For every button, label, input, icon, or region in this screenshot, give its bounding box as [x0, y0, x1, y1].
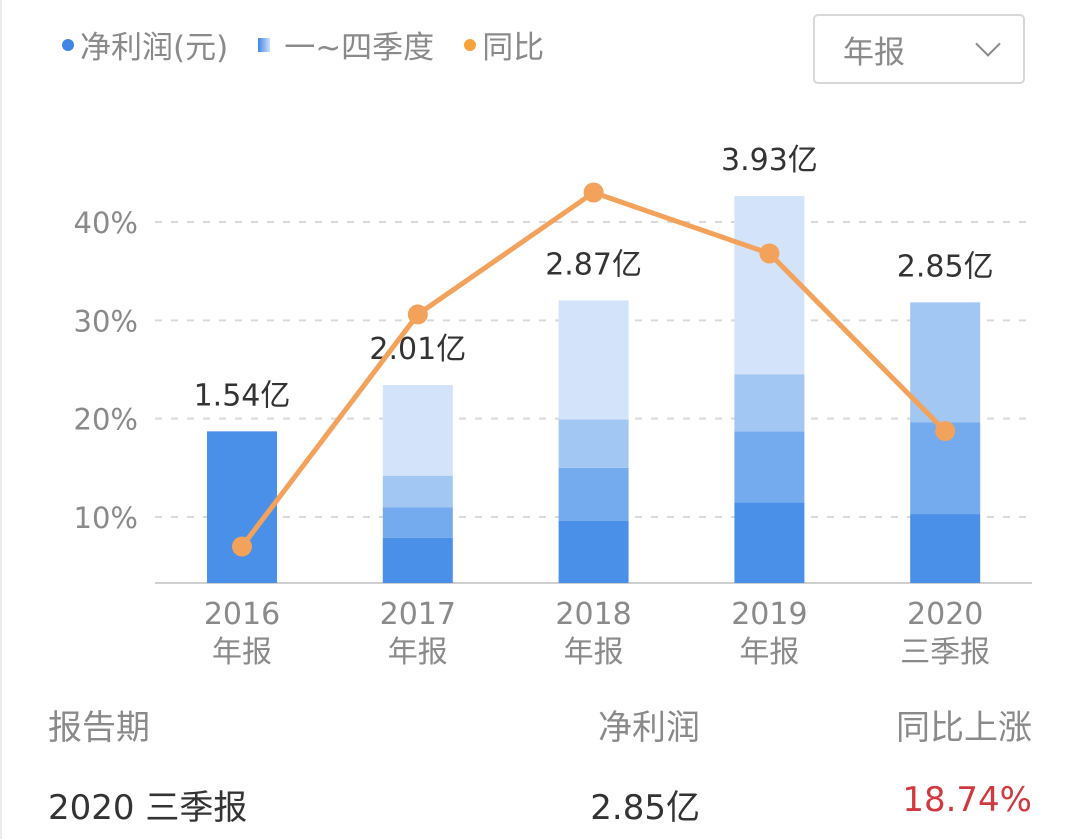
bar-segment-q4[interactable] [734, 196, 805, 375]
bar-segment-q1[interactable] [734, 502, 805, 583]
header-yoy: 同比上涨 [896, 708, 1032, 748]
bar-segment-q1[interactable] [910, 514, 981, 583]
bar-segment-q3[interactable] [382, 475, 453, 508]
bar-segment-q2[interactable] [734, 431, 805, 503]
legend-item-quarters[interactable]: 一~四季度 [258, 22, 434, 67]
x-tick-year: 2018 [555, 597, 631, 632]
y-tick-label: 30% [74, 304, 138, 338]
period-select[interactable]: 年报 [813, 14, 1025, 84]
x-tick-year: 2016 [204, 597, 280, 632]
bar-segment-q4[interactable] [382, 385, 453, 476]
x-tick-type: 年报 [564, 635, 624, 670]
bar-segment-q1[interactable] [382, 537, 453, 583]
table-row: 2020 三季报 2.85亿 18.74% [0, 780, 1080, 840]
x-tick-type: 三季报 [900, 635, 990, 670]
legend-label: 净利润(元) [80, 30, 229, 66]
bar-net-profit[interactable] [207, 431, 277, 583]
bar-segment-q2[interactable] [558, 467, 629, 521]
bar-segment-q3[interactable] [734, 374, 805, 432]
profit-chart: 10%20%30%40%1.54亿2016年报2.01亿2017年报2.87亿2… [74, 143, 1032, 670]
legend-item-net-profit[interactable]: 净利润(元) [62, 22, 228, 67]
yoy-dot-icon [464, 38, 477, 51]
header-net-profit: 净利润 [598, 708, 700, 748]
bar-segment-q3[interactable] [558, 419, 629, 468]
x-tick-type: 年报 [388, 635, 448, 670]
bar-segment-q3[interactable] [910, 302, 981, 423]
yoy-point[interactable] [232, 536, 252, 557]
quarters-gradient-square-icon [258, 37, 271, 52]
y-tick-label: 20% [74, 403, 138, 437]
bar-segment-q4[interactable] [558, 300, 629, 420]
x-tick-type: 年报 [212, 635, 272, 670]
bar-value-label: 2.85亿 [897, 249, 994, 284]
row-period: 2020 三季报 [48, 788, 248, 828]
bar-segment-q2[interactable] [382, 507, 453, 538]
row-yoy: 18.74% [902, 780, 1032, 820]
row-net-profit: 2.85亿 [590, 788, 700, 828]
yoy-point[interactable] [407, 304, 428, 325]
legend-label: 同比 [482, 30, 545, 66]
yoy-point[interactable] [759, 243, 780, 264]
bar-value-label: 2.01亿 [369, 332, 466, 367]
bar-value-label: 2.87亿 [545, 247, 642, 282]
chart-legend: 净利润(元) 一~四季度 同比 [62, 22, 574, 67]
bar-value-label: 3.93亿 [721, 143, 818, 178]
table-header-row: 报告期 净利润 同比上涨 [0, 700, 1080, 760]
yoy-point[interactable] [935, 421, 956, 442]
x-tick-type: 年报 [739, 635, 799, 670]
legend-item-yoy[interactable]: 同比 [464, 22, 544, 67]
bar-value-label: 1.54亿 [194, 378, 291, 413]
yoy-point[interactable] [583, 182, 604, 203]
y-tick-label: 40% [74, 206, 138, 240]
legend-label: 一~四季度 [284, 30, 435, 66]
y-tick-label: 10% [74, 501, 138, 535]
net-profit-dot-icon [62, 38, 74, 51]
x-tick-year: 2019 [731, 597, 807, 632]
period-select-value: 年报 [843, 34, 905, 71]
left-edge-divider [0, 0, 2, 839]
x-tick-year: 2017 [380, 597, 456, 632]
bar-segment-q1[interactable] [558, 520, 629, 583]
x-tick-year: 2020 [907, 597, 983, 632]
header-period: 报告期 [48, 708, 150, 748]
